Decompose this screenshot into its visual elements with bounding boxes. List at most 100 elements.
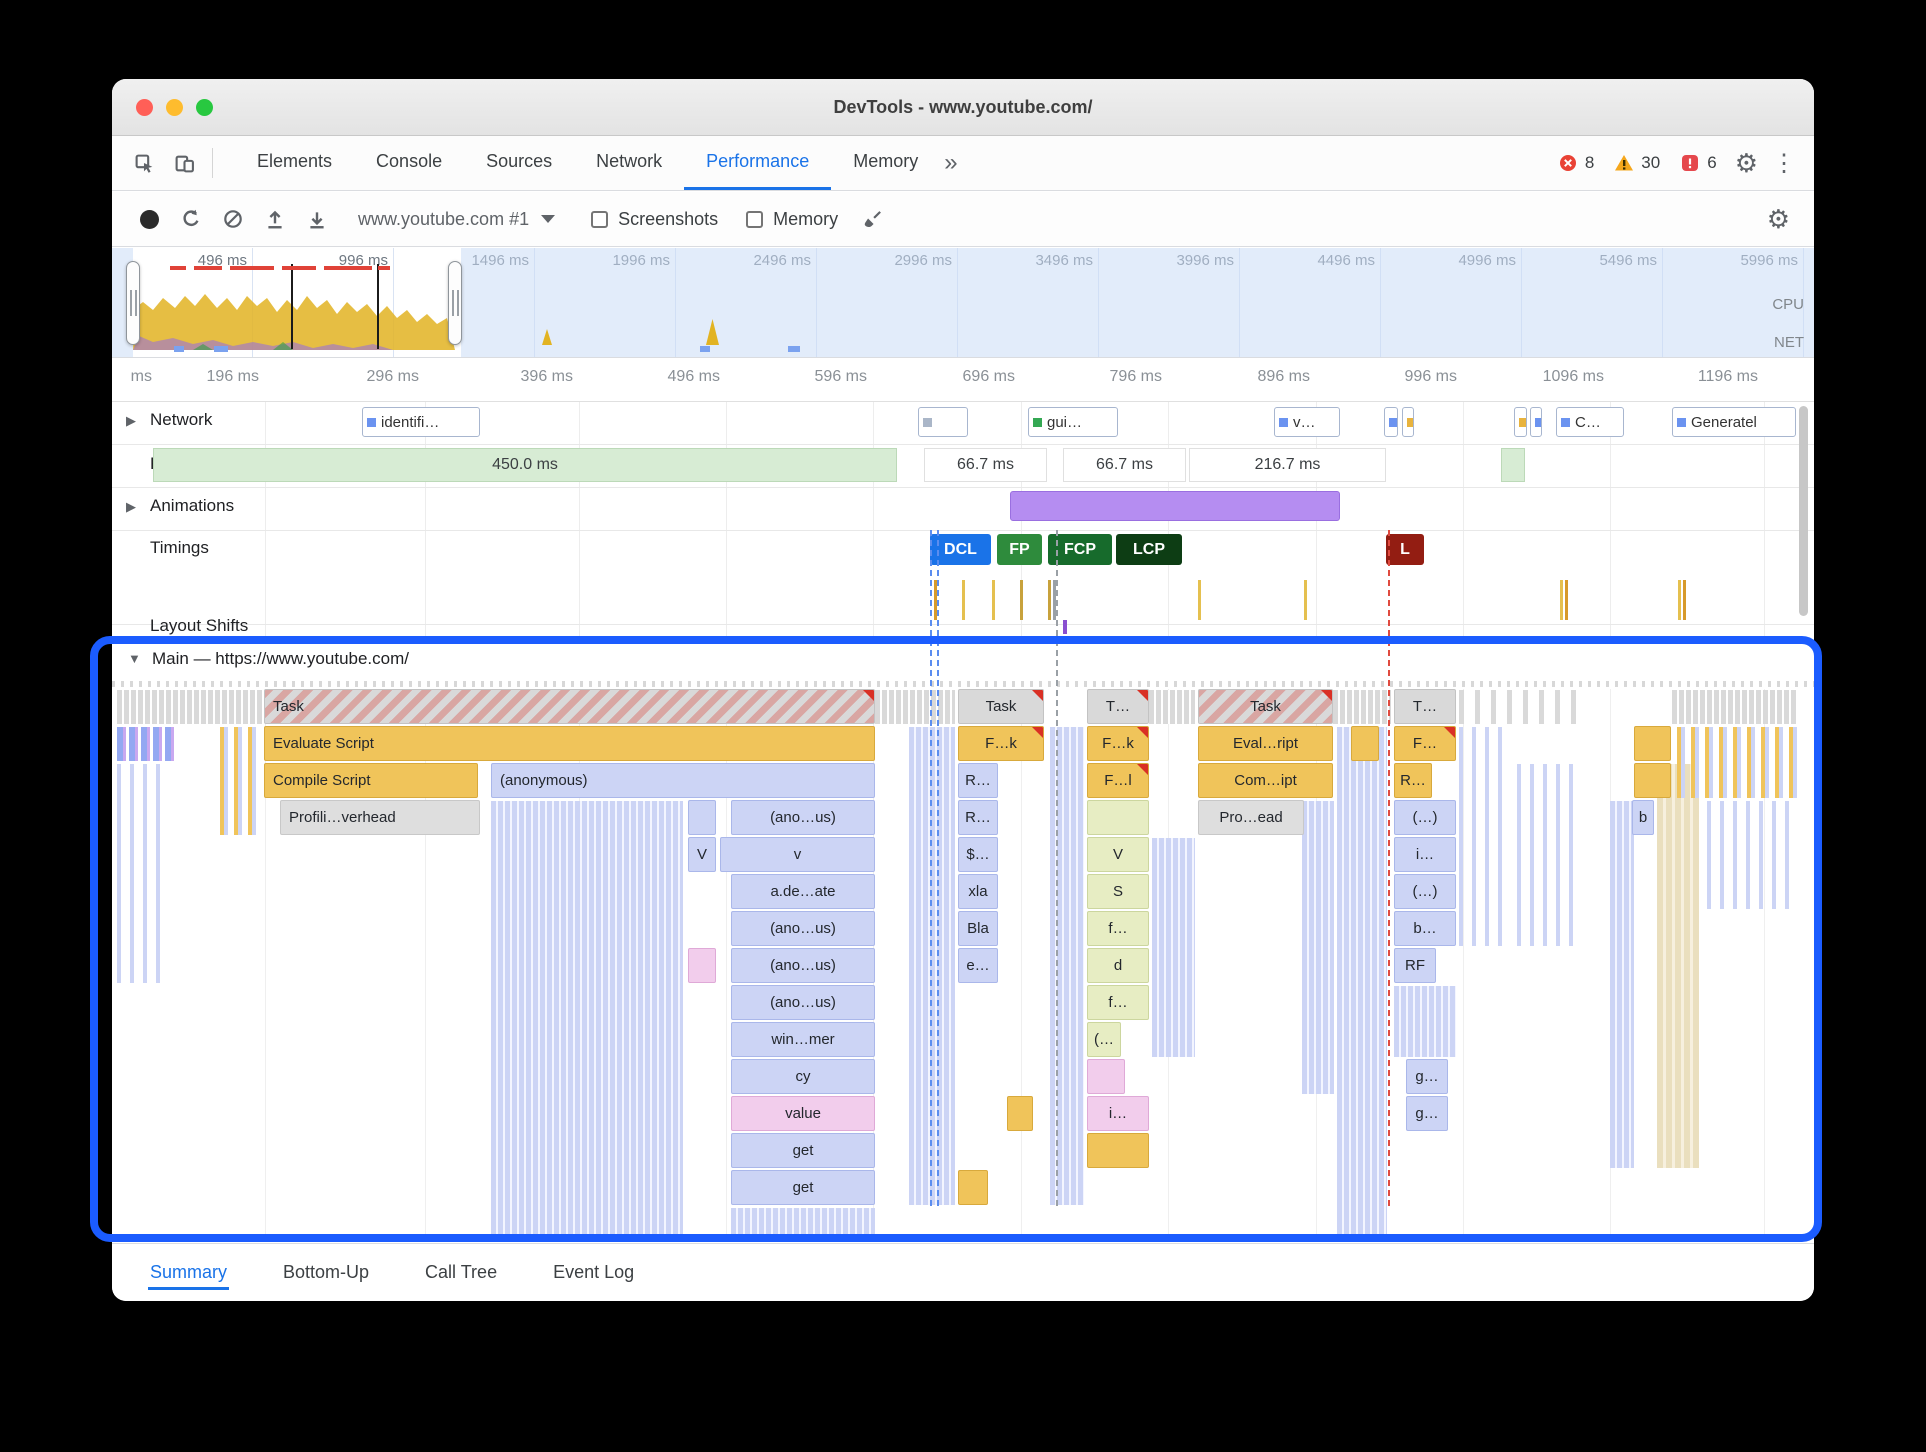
zoom-button[interactable] xyxy=(196,99,213,116)
flame-bar-v[interactable]: V xyxy=(1087,837,1149,872)
issues-badge[interactable]: 6 xyxy=(1680,153,1717,173)
flame-bar-v[interactable]: v xyxy=(720,837,875,872)
flame-bar-xla[interactable]: xla xyxy=(958,874,998,909)
flame-bar[interactable] xyxy=(1007,1096,1033,1131)
network-request-v[interactable]: v… xyxy=(1274,407,1340,437)
settings-gear-icon[interactable]: ⚙ xyxy=(1734,147,1758,178)
flame-bar[interactable] xyxy=(1087,1133,1149,1168)
flame-bar-i[interactable]: i… xyxy=(1087,1096,1149,1131)
flame-chart[interactable]: Task Task T… Task T… Evaluate Script F…k F…k Eva… xyxy=(112,689,1814,1242)
network-expand-icon[interactable] xyxy=(126,413,136,429)
flame-bar-b[interactable]: b… xyxy=(1394,911,1456,946)
flame-bar-s[interactable]: S xyxy=(1087,874,1149,909)
profile-select[interactable]: www.youtube.com #1 xyxy=(358,209,556,230)
close-button[interactable] xyxy=(136,99,153,116)
capture-settings-gear-icon[interactable]: ⚙ xyxy=(1766,203,1790,234)
flame-bar-anonymous[interactable]: (anonymous) xyxy=(491,763,875,798)
bottom-tab-bottom-up[interactable]: Bottom-Up xyxy=(283,1261,370,1282)
flame-bar-com-ipt[interactable]: Com…ipt xyxy=(1198,763,1333,798)
flame-bar-item[interactable]: $… xyxy=(958,837,998,872)
flame-bar[interactable] xyxy=(1634,726,1671,761)
flame-bar[interactable] xyxy=(1087,1059,1125,1094)
timing-badge-l[interactable]: L xyxy=(1386,534,1424,565)
flame-bar-t[interactable]: T… xyxy=(1394,689,1456,724)
memory-checkbox[interactable]: Memory xyxy=(746,209,838,230)
flame-bar-item[interactable]: (… xyxy=(1087,1022,1121,1057)
bottom-tab-call-tree[interactable]: Call Tree xyxy=(425,1261,498,1282)
tab-elements[interactable]: Elements xyxy=(257,151,333,171)
flame-bar-r[interactable]: R… xyxy=(958,800,998,835)
kebab-menu-icon[interactable]: ⋮ xyxy=(1772,149,1796,177)
flame-bar-win-mer[interactable]: win…mer xyxy=(731,1022,875,1057)
flame-bar-ano-us[interactable]: (ano…us) xyxy=(731,800,875,835)
timing-badge-lcp[interactable]: LCP xyxy=(1116,534,1182,565)
flame-bar-get[interactable]: get xyxy=(731,1170,875,1205)
vertical-scrollbar[interactable] xyxy=(1799,406,1808,616)
frame-segment[interactable]: 66.7 ms xyxy=(924,448,1047,482)
flame-bar-eval-ript[interactable]: Eval…ript xyxy=(1198,726,1333,761)
frame-segment[interactable]: 216.7 ms xyxy=(1189,448,1386,482)
flame-bar-item[interactable]: (…) xyxy=(1394,874,1456,909)
collect-garbage-icon[interactable] xyxy=(852,199,894,239)
save-profile-icon[interactable] xyxy=(296,199,338,239)
network-request[interactable] xyxy=(1514,407,1527,437)
flame-bar-task[interactable]: Task xyxy=(958,689,1044,724)
flame-bar-task[interactable]: Task xyxy=(264,689,875,724)
clear-button[interactable] xyxy=(212,199,254,239)
console-warnings-badge[interactable]: 30 xyxy=(1614,153,1660,173)
network-request[interactable] xyxy=(1402,407,1414,437)
flame-bar-e[interactable]: e… xyxy=(958,948,998,983)
flame-bar-f[interactable]: f… xyxy=(1087,985,1149,1020)
flame-bar[interactable] xyxy=(1351,726,1379,761)
timing-badge-dcl[interactable]: DCL xyxy=(930,534,991,565)
flame-bar[interactable] xyxy=(958,1170,988,1205)
frame-segment[interactable]: 450.0 ms xyxy=(153,448,897,482)
flame-bar-r[interactable]: R… xyxy=(958,763,998,798)
timing-badge-fp[interactable]: FP xyxy=(997,534,1042,565)
inspect-icon[interactable] xyxy=(124,143,164,183)
flame-bar-task[interactable]: Task xyxy=(1198,689,1333,724)
network-request[interactable] xyxy=(918,407,968,437)
frame-segment[interactable]: 66.7 ms xyxy=(1063,448,1186,482)
tab-sources[interactable]: Sources xyxy=(486,151,553,171)
console-errors-badge[interactable]: 8 xyxy=(1558,153,1594,173)
flame-bar-a-de-ate[interactable]: a.de…ate xyxy=(731,874,875,909)
flame-bar-profili-verhead[interactable]: Profili…verhead xyxy=(280,800,480,835)
tab-performance[interactable]: Performance xyxy=(684,136,832,190)
flame-bar[interactable] xyxy=(688,948,716,983)
main-collapse-icon[interactable] xyxy=(128,651,141,666)
flame-bar-compile-script[interactable]: Compile Script xyxy=(264,763,478,798)
flame-bar-t[interactable]: T… xyxy=(1087,689,1149,724)
flame-bar-v[interactable]: V xyxy=(688,837,716,872)
network-request-generatel[interactable]: Generatel xyxy=(1672,407,1796,437)
overview-left-handle[interactable] xyxy=(126,261,140,345)
flame-bar-pro-ead[interactable]: Pro…ead xyxy=(1198,800,1304,835)
animation-bar[interactable] xyxy=(1010,491,1340,521)
flame-bar-ano-us[interactable]: (ano…us) xyxy=(731,948,875,983)
more-tabs-icon[interactable]: » xyxy=(944,149,958,176)
screenshots-checkbox[interactable]: Screenshots xyxy=(591,209,718,230)
flame-bar-f-k[interactable]: F…k xyxy=(1087,726,1149,761)
flame-bar-ano-us[interactable]: (ano…us) xyxy=(731,911,875,946)
network-request-identifi[interactable]: identifi… xyxy=(362,407,480,437)
flame-bar-cy[interactable]: cy xyxy=(731,1059,875,1094)
flame-bar-ano-us[interactable]: (ano…us) xyxy=(731,985,875,1020)
flame-bar-b[interactable]: b xyxy=(1632,800,1654,835)
record-button[interactable] xyxy=(128,199,170,239)
device-toolbar-icon[interactable] xyxy=(164,143,204,183)
animations-expand-icon[interactable] xyxy=(126,499,136,515)
flame-bar-rf[interactable]: RF xyxy=(1394,948,1436,983)
tab-memory[interactable]: Memory xyxy=(853,151,919,171)
tab-network[interactable]: Network xyxy=(596,151,663,171)
flame-bar-f[interactable]: F… xyxy=(1394,726,1456,761)
tab-console[interactable]: Console xyxy=(376,151,443,171)
flame-bar[interactable] xyxy=(688,800,716,835)
flame-bar-f-l[interactable]: F…l xyxy=(1087,763,1149,798)
network-request-gui[interactable]: gui… xyxy=(1028,407,1118,437)
flame-bar-f-k[interactable]: F…k xyxy=(958,726,1044,761)
bottom-tab-event-log[interactable]: Event Log xyxy=(553,1261,635,1282)
bottom-tab-summary[interactable]: Summary xyxy=(148,1256,230,1290)
load-profile-icon[interactable] xyxy=(254,199,296,239)
flame-bar-evaluate-script[interactable]: Evaluate Script xyxy=(264,726,875,761)
